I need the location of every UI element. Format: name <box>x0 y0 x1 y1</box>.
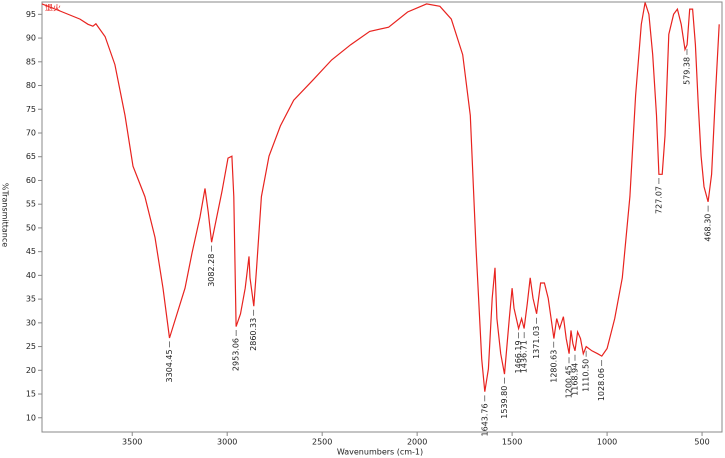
x-axis-label: Wavenumbers (cm-1) <box>337 448 423 457</box>
peak-label: 1110.50 <box>582 359 591 392</box>
x-tick-label: 2500 <box>312 438 332 447</box>
peak-label: 2953.06 <box>232 338 241 371</box>
x-tick-label: 1500 <box>502 438 522 447</box>
y-tick-label: 50 <box>26 223 36 232</box>
y-tick-label: 15 <box>26 390 36 399</box>
y-tick-label: 20 <box>26 366 36 375</box>
y-tick-label: 75 <box>26 105 36 114</box>
peak-label: 1539.80 <box>500 386 509 419</box>
y-tick-label: 80 <box>26 81 36 90</box>
y-tick-label: 90 <box>26 34 36 43</box>
plot-frame <box>41 1 723 433</box>
spectrum-line <box>41 2 720 392</box>
peak-label: 1028.06 <box>597 368 606 401</box>
y-tick-label: 65 <box>26 152 36 161</box>
y-tick-label: 70 <box>26 128 36 137</box>
peak-label: 579.38 <box>682 57 691 85</box>
y-axis-label: %Transmittance <box>1 183 10 247</box>
y-tick-label: 40 <box>26 271 36 280</box>
peak-label: 1200.45 <box>565 365 574 398</box>
x-tick-label: 500 <box>694 438 709 447</box>
peak-label: 1168.94 <box>570 363 579 396</box>
y-tick-label: 45 <box>26 247 36 256</box>
peak-label: 1280.63 <box>549 350 558 383</box>
y-tick-label: 10 <box>26 413 36 422</box>
y-tick-label: 60 <box>26 176 36 185</box>
x-tick-label: 2000 <box>407 438 427 447</box>
y-tick-label: 85 <box>26 57 36 66</box>
x-tick-label: 1000 <box>597 438 617 447</box>
y-tick-label: 25 <box>26 342 36 351</box>
x-tick-label: 3000 <box>217 438 237 447</box>
peak-label: 2860.33 <box>249 318 258 351</box>
peak-label: 1466.19 <box>514 340 523 373</box>
peak-label: 727.07 <box>654 186 663 214</box>
peak-label: 1436.71 <box>520 340 529 373</box>
peak-label: 3304.45 <box>165 349 174 382</box>
y-tick-label: 55 <box>26 200 36 209</box>
peak-label: 3082.28 <box>207 254 216 287</box>
peak-label: 1643.76 <box>480 403 489 436</box>
y-tick-label: 30 <box>26 318 36 327</box>
peak-label: 1371.03 <box>532 326 541 359</box>
x-tick-label: 3500 <box>122 438 142 447</box>
y-tick-label: 35 <box>26 295 36 304</box>
peak-label: 468.30 <box>704 214 713 242</box>
y-tick-label: 95 <box>26 10 36 19</box>
